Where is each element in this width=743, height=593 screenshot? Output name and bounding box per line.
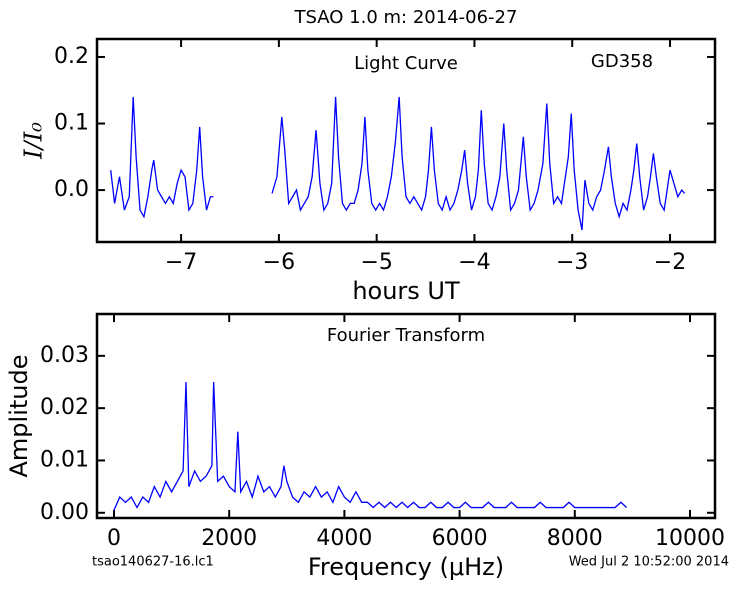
x-tick-label: −4 bbox=[458, 250, 490, 275]
y-tick-label: 0.2 bbox=[54, 44, 89, 69]
plot-frame bbox=[95, 312, 717, 520]
y-tick-label: 0.0 bbox=[54, 177, 89, 202]
figure-title: TSAO 1.0 m: 2014-06-27 bbox=[294, 7, 518, 28]
y-axis-label: Amplitude bbox=[5, 355, 33, 478]
x-tick-label: −2 bbox=[654, 250, 686, 275]
y-tick-label: 0.00 bbox=[40, 500, 89, 525]
y-axis-label: I/I₀ bbox=[20, 122, 48, 160]
annotation: Fourier Transform bbox=[327, 325, 485, 346]
plot-frame bbox=[95, 37, 717, 244]
footer-date: Wed Jul 2 10:52:00 2014 bbox=[569, 555, 729, 570]
x-tick-label: 4000 bbox=[316, 526, 372, 551]
x-tick-label: 6000 bbox=[432, 526, 488, 551]
x-tick-label: 0 bbox=[107, 526, 121, 551]
y-tick-label: 0.01 bbox=[40, 447, 89, 472]
x-tick-label: 10000 bbox=[655, 526, 725, 551]
x-axis-label: hours UT bbox=[352, 277, 460, 305]
y-tick-label: 0.1 bbox=[54, 111, 89, 136]
annotation: Light Curve bbox=[354, 53, 458, 74]
x-tick-label: −6 bbox=[263, 250, 295, 275]
x-tick-label: 2000 bbox=[201, 526, 257, 551]
x-axis-label: Frequency (μHz) bbox=[308, 553, 504, 581]
x-tick-label: −7 bbox=[165, 250, 197, 275]
y-tick-label: 0.03 bbox=[40, 343, 89, 368]
series-line bbox=[113, 381, 628, 511]
annotation: GD358 bbox=[591, 51, 653, 72]
y-tick-label: 0.02 bbox=[40, 395, 89, 420]
footer-file: tsao140627-16.lc1 bbox=[92, 555, 214, 570]
series-line bbox=[110, 96, 686, 231]
x-tick-label: 8000 bbox=[547, 526, 603, 551]
x-tick-label: −3 bbox=[556, 250, 588, 275]
x-tick-label: −5 bbox=[360, 250, 392, 275]
